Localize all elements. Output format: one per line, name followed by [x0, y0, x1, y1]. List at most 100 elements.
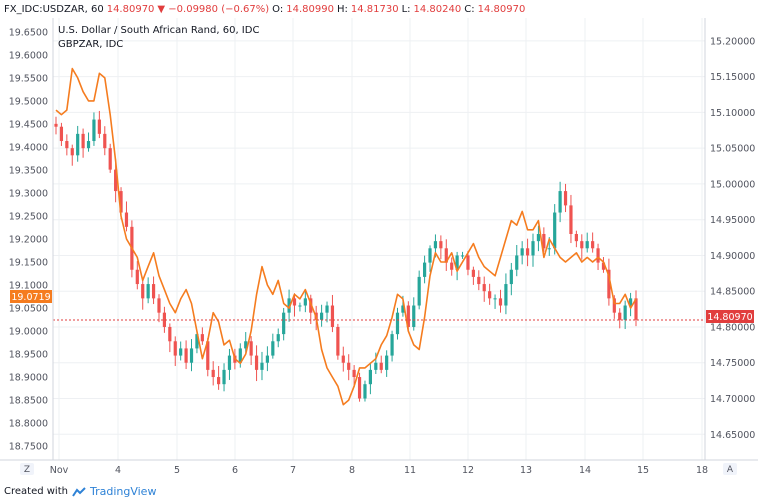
candle-body [217, 377, 221, 385]
candle-body [287, 298, 291, 313]
candle-body [574, 233, 578, 242]
tradingview-link[interactable]: TradingView [89, 485, 157, 498]
time-axis[interactable]: Nov 4 5 6 7 8 11 12 13 14 15 18 [50, 465, 708, 476]
right-axis-tick-label: 14.80000 [710, 322, 755, 333]
candle-body [374, 362, 378, 370]
candle-body [471, 269, 475, 277]
price-change: ▼ −0.09980 (−0.67%) [157, 3, 270, 15]
candle-body [585, 241, 589, 249]
candle-body [141, 284, 145, 299]
auto-scale-button[interactable]: A [723, 463, 737, 475]
candle-body [607, 269, 611, 299]
candle-body [580, 241, 584, 249]
candle-body [525, 248, 530, 256]
time-axis-tick-label: 8 [349, 465, 355, 476]
candle-body [569, 205, 573, 234]
left-axis-tick-label: 19.1000 [9, 281, 48, 292]
candle-body [211, 369, 215, 378]
left-price-axis[interactable]: 19.6500 19.6000 19.5500 19.5000 19.4500 19.40… [9, 27, 48, 452]
candle-body [601, 262, 606, 270]
left-axis-tick-label: 18.9500 [9, 350, 48, 361]
candle-body [276, 334, 280, 342]
right-axis-last-value: 14.80970 [707, 312, 752, 323]
left-axis-tick-label: 19.6000 [9, 50, 48, 61]
right-axis-tick-label: 14.90000 [710, 251, 755, 262]
candle-body [363, 384, 367, 399]
candle-body [103, 133, 107, 149]
compare-series-label: GBPZAR, IDC [58, 39, 123, 50]
candle-body [222, 369, 226, 385]
candle-body [553, 212, 557, 249]
symbol-name[interactable]: FX_IDC:USDZAR, 60 [4, 3, 104, 15]
gbpzar-series-line [55, 67, 637, 406]
candle-body [493, 298, 497, 300]
candle-body [146, 284, 150, 299]
candle-body [428, 248, 432, 263]
candle-body [422, 262, 427, 277]
candle-body [92, 119, 96, 142]
candle-body [379, 362, 383, 370]
candle-body [488, 291, 492, 299]
left-axis-tick-label: 19.1500 [9, 258, 48, 269]
candle-body [162, 312, 167, 327]
gbpzar-line [55, 67, 637, 406]
low-label: L: [401, 3, 411, 15]
candle-body [76, 133, 80, 156]
candle-body [466, 255, 470, 270]
right-axis-tick-label: 15.15000 [710, 72, 755, 83]
left-axis-tick-label: 19.5000 [9, 96, 48, 107]
candle-body [628, 298, 633, 306]
candle-body [498, 298, 503, 306]
candle-body [260, 362, 264, 370]
candle-body [86, 141, 91, 149]
candle-body [563, 191, 568, 206]
candle-body [108, 148, 112, 170]
candle-body [634, 298, 638, 320]
candle-body [341, 355, 345, 363]
left-axis-tick-label: 18.8500 [9, 396, 48, 407]
right-price-axis[interactable]: 15.20000 15.15000 15.10000 15.05000 15.00000… [710, 36, 755, 440]
high-value: 14.81730 [350, 3, 399, 15]
candle-body [65, 141, 69, 149]
candle-body [558, 191, 562, 213]
candle-body [450, 262, 454, 270]
candle-body [184, 348, 188, 363]
candle-body [477, 276, 481, 285]
time-axis-tick-label: 4 [115, 465, 121, 476]
candle-body [320, 312, 324, 320]
left-axis-tick-label: 19.3500 [9, 165, 48, 176]
candle-body [59, 126, 64, 142]
close-label: C: [464, 3, 475, 15]
time-axis-tick-label: 5 [174, 465, 180, 476]
right-axis-value-badge: 14.80970 [706, 310, 754, 323]
candle-body [520, 248, 524, 256]
created-with-text: Created with [4, 486, 68, 497]
candle-body [531, 241, 535, 256]
open-value: 14.80990 [286, 3, 334, 15]
left-axis-tick-label: 19.2500 [9, 211, 48, 222]
scale-left-button[interactable]: Z [20, 463, 34, 475]
left-axis-tick-label: 19.0500 [9, 304, 48, 315]
candle-body [271, 341, 275, 356]
left-axis-tick-label: 18.7500 [9, 442, 48, 453]
right-axis-tick-label: 15.05000 [710, 144, 755, 155]
price-chart[interactable]: U.S. Dollar / South African Rand, 60, ID… [0, 0, 758, 480]
right-axis-tick-label: 14.65000 [710, 430, 755, 441]
candle-body [54, 123, 58, 127]
candle-body [303, 298, 307, 306]
candle-body [330, 305, 335, 327]
candle-body [357, 377, 362, 399]
right-axis-tick-label: 14.75000 [710, 358, 755, 369]
candle-body [325, 305, 329, 313]
candle-body [433, 241, 438, 249]
left-axis-tick-label: 19.3000 [9, 188, 48, 199]
candle-body [70, 148, 74, 156]
candle-body [298, 305, 302, 307]
time-axis-tick-label: 14 [579, 465, 591, 476]
candle-body [542, 233, 546, 249]
candle-body [81, 133, 85, 149]
grid [53, 18, 705, 460]
candle-body [292, 298, 297, 306]
candle-body [591, 241, 595, 249]
candle-body [385, 355, 389, 370]
